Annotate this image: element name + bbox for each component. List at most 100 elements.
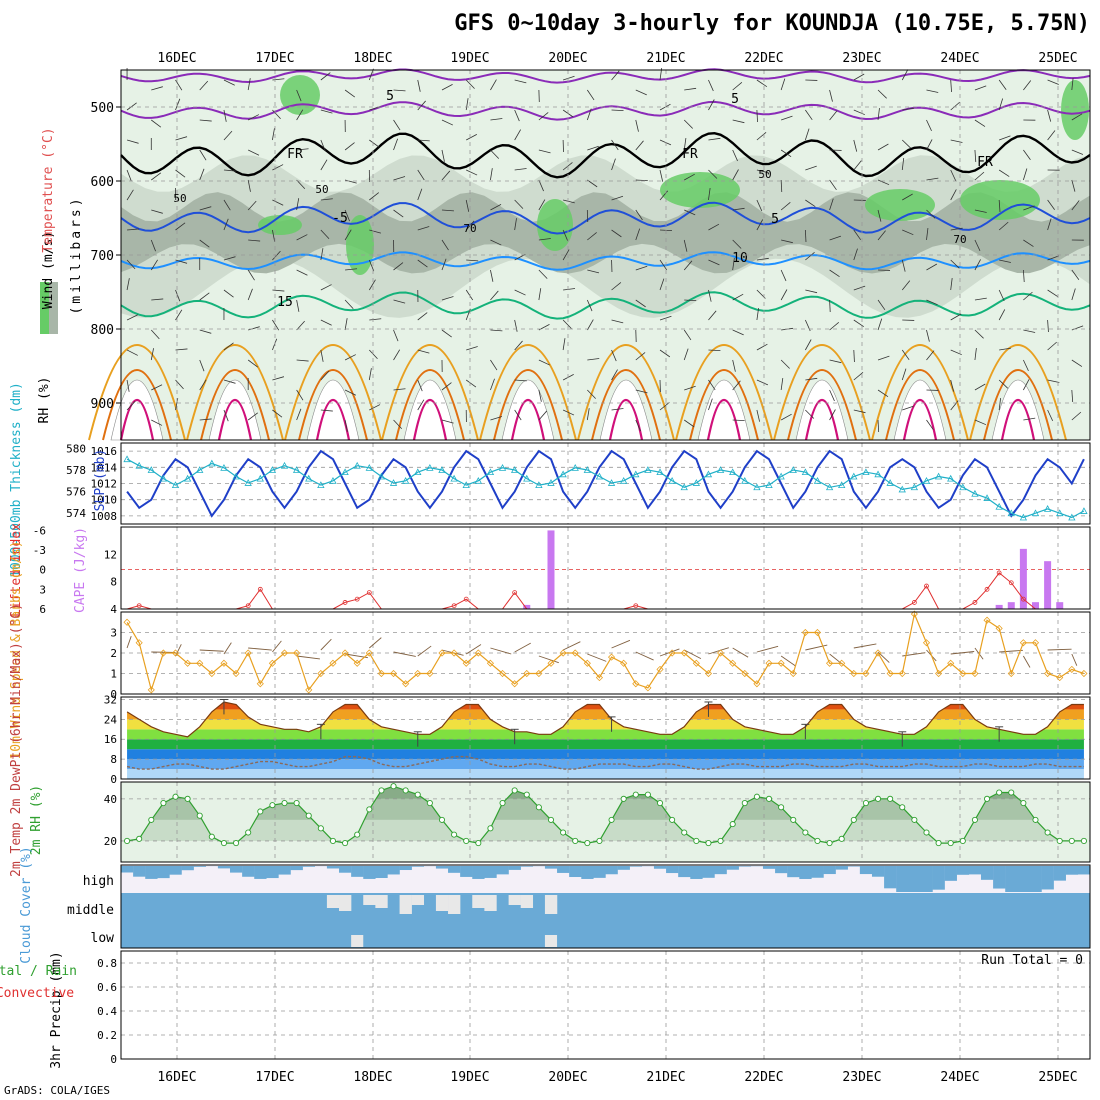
wind-barb (756, 645, 779, 653)
thickness-point (838, 481, 846, 489)
upper-barb (611, 349, 617, 362)
upper-barb (344, 419, 348, 432)
upper-barb (248, 239, 261, 242)
upper-barb (732, 119, 745, 124)
upper-barb (635, 209, 643, 221)
thickness-point (777, 472, 785, 480)
thick-tick-574: 574 (66, 507, 86, 520)
upper-barb (538, 179, 544, 192)
temp-panel: 0 8 16 24 32 (104, 693, 1091, 786)
upper-barb (441, 258, 447, 271)
upper-barb (926, 119, 932, 132)
upper-barb (393, 209, 404, 218)
wind-speed-point (389, 669, 398, 678)
wind-speed-point (268, 659, 276, 667)
cloud-high-cell (375, 866, 388, 878)
wind-barb (635, 651, 654, 661)
upper-barb (562, 338, 566, 351)
upper-barb (1023, 329, 1036, 333)
contour-20-4 (479, 344, 577, 441)
upper-barb (853, 349, 855, 363)
cloud-high-cell (714, 866, 727, 875)
thickness-point (135, 461, 143, 469)
upper-barb (902, 193, 913, 201)
upper-barb (829, 409, 836, 421)
cloud-high-cell (411, 866, 425, 867)
upper-barb (490, 149, 500, 159)
upper-barb (199, 329, 212, 334)
upper-barb (417, 312, 428, 321)
upper-barb (175, 289, 181, 302)
wind-speed-point (426, 669, 434, 678)
upper-barb (1023, 205, 1035, 211)
upper-barb (151, 119, 162, 128)
rh-moist-blob-4 (865, 189, 935, 221)
rh2m-point (620, 795, 627, 802)
upper-barb (926, 209, 936, 219)
upper-barb (781, 115, 793, 121)
upper-barb (320, 409, 333, 412)
slp-thickness-panel: 1008 1010 1012 1014 1016 574 576 578 580 (66, 442, 1091, 525)
wind-speed-point (1031, 639, 1040, 647)
precip-label: 3hr Precip (mm) (49, 951, 64, 1068)
cloud-high-cell (121, 866, 134, 873)
upper-barb (611, 369, 618, 381)
upper-barb (611, 70, 620, 81)
upper-barb (926, 419, 934, 431)
upper-barb (417, 79, 421, 92)
cloud-high-cell (859, 866, 873, 875)
upper-barb (708, 379, 716, 391)
rh2m-point (220, 840, 228, 847)
rh2m-point (378, 787, 385, 794)
upper-barb (926, 89, 939, 93)
upper-barb (974, 119, 986, 127)
upper-barb (756, 308, 759, 321)
upper-barb (587, 358, 600, 361)
upper-barb (926, 263, 938, 271)
upper-barb (514, 379, 527, 382)
cloud-label: Cloud Cover (%) (19, 846, 34, 963)
wind-speed-point (632, 680, 640, 688)
upper-barb (272, 409, 283, 418)
upper-barb (1023, 239, 1034, 247)
upper-barb (611, 109, 624, 112)
wind-barb (126, 636, 132, 649)
wind-speed-point (1044, 669, 1052, 678)
upper-barb (974, 383, 986, 391)
thickness-point (292, 466, 301, 473)
upper-barb (562, 249, 570, 261)
wind-panel: 0 1 2 3 (110, 610, 1091, 701)
upper-barb (247, 179, 251, 192)
upper-barb (829, 359, 842, 364)
upper-barb (756, 169, 769, 174)
upper-barb (466, 346, 478, 351)
top-date-22DEC: 22DEC (744, 51, 783, 66)
temp-band-0 (127, 769, 1084, 779)
bottom-date-19DEC: 19DEC (450, 1070, 489, 1085)
rh2m-tick-40: 40 (104, 793, 117, 806)
upper-barb (708, 310, 717, 321)
thickness-point (450, 474, 458, 482)
wind-speed-point (1056, 674, 1064, 682)
cloud-row-label-high: high (83, 874, 114, 889)
upper-barb (853, 229, 862, 241)
cloud-high-cell (217, 866, 231, 869)
contour-20-2 (284, 344, 382, 441)
upper-barb (635, 119, 639, 132)
upper-barb (562, 374, 574, 381)
contour-30-6 (706, 399, 742, 441)
upper-barb (683, 329, 692, 341)
upper-barb (175, 259, 188, 264)
rh2m-point (656, 800, 664, 807)
upper-barb (223, 169, 236, 172)
upper-barb (805, 199, 816, 208)
upper-barb (199, 359, 205, 372)
wind-barb (538, 655, 559, 664)
cloud-high-cell (980, 866, 994, 880)
cloud-high-cell (835, 866, 848, 870)
contour-minus5 (120, 100, 1091, 121)
rh2m-point (196, 812, 203, 819)
upper-barb (756, 109, 758, 123)
wind-speed-point (341, 649, 349, 657)
thickness-point (910, 483, 919, 491)
